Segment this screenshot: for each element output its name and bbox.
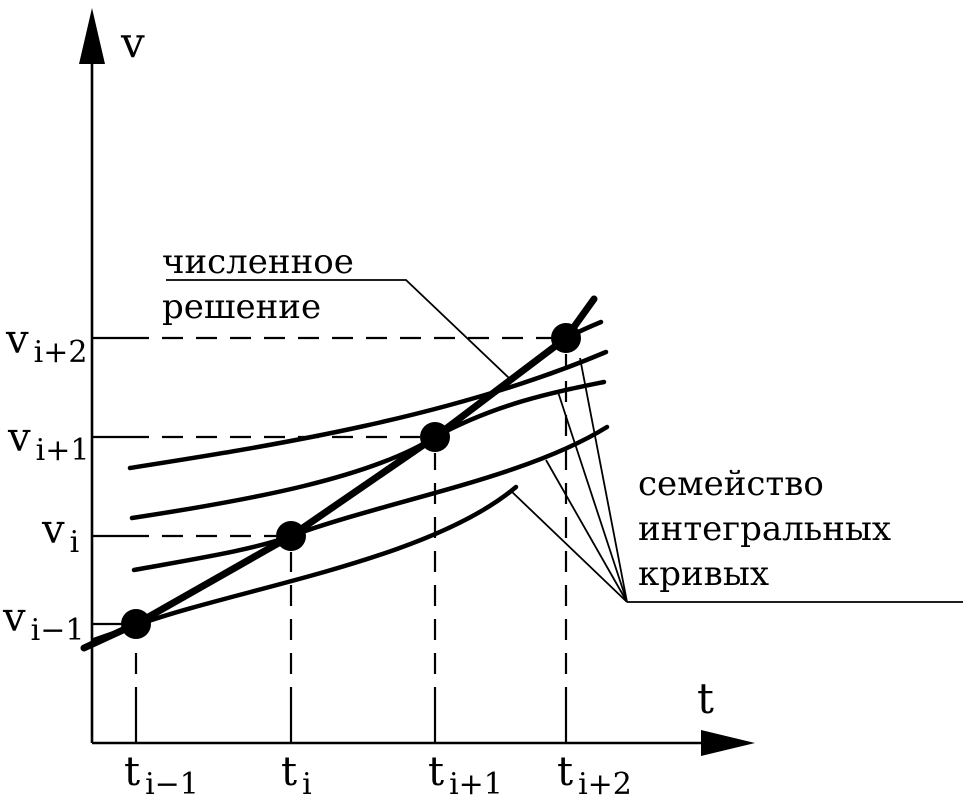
y-tick-sub: i−1 — [30, 613, 85, 648]
numerical-solution-line — [80, 295, 598, 652]
data-point-ti2 — [551, 323, 581, 353]
numerical-solution-callout-line1: численное — [162, 242, 354, 282]
family-leader-4 — [509, 489, 628, 603]
y-tick-label-vi+1: v i+1 — [8, 415, 89, 466]
data-point-ti — [276, 521, 306, 551]
solution-points — [121, 323, 581, 639]
integral-family-leader-lines — [509, 357, 963, 603]
x-tick-base: t — [428, 749, 445, 795]
integral-curve-1 — [127, 349, 609, 471]
integral-curves — [91, 319, 610, 643]
y-tick-base: v — [8, 415, 31, 461]
x-tick-label-ti+2: t i+2 — [557, 749, 632, 800]
y-tick-label-vi-1: v i−1 — [3, 595, 84, 646]
y-tick-base: v — [6, 317, 29, 363]
x-tick-base: t — [557, 749, 574, 795]
integral-family-callout-line3: кривых — [638, 554, 770, 594]
x-tick-label-ti+1: t i+1 — [428, 749, 503, 800]
x-tick-sub: i−1 — [145, 767, 199, 802]
integral-family-callout-line2: интегральных — [638, 509, 892, 549]
axes — [79, 8, 755, 756]
y-tick-label-vi+2: v i+2 — [6, 317, 87, 368]
y-tick-base: v — [42, 507, 65, 553]
x-tick-sub: i+2 — [578, 767, 632, 802]
y-tick-sub: i+2 — [33, 335, 88, 370]
y-tick-sub: i+1 — [35, 433, 90, 468]
family-leader-1 — [579, 357, 628, 603]
numerical-solution-callout-line2: решение — [162, 287, 322, 327]
t-axis-arrow-icon — [701, 730, 755, 756]
x-tick-sub: i — [302, 767, 312, 802]
integral-curve-2 — [129, 379, 607, 521]
y-tick-sub: i — [69, 525, 80, 560]
family-leader-2 — [557, 391, 628, 603]
integral-family-callout: семейство интегральных кривых — [638, 462, 891, 597]
axis-ticks — [92, 336, 568, 743]
data-point-ti1 — [420, 422, 450, 452]
y-axis-label: v — [121, 18, 145, 67]
x-axis-label: t — [697, 674, 714, 723]
x-tick-base: t — [281, 749, 298, 795]
integral-curve-4 — [91, 484, 519, 643]
numerical-solution-callout: численное решение — [162, 240, 354, 330]
integral-curve-3 — [131, 424, 610, 573]
x-tick-base: t — [124, 749, 141, 795]
vertical-guide-lines — [134, 354, 568, 708]
family-leader-3 — [545, 459, 628, 603]
v-axis-arrow-icon — [79, 8, 105, 64]
integral-family-callout-line1: семейство — [638, 464, 824, 504]
horizontal-guide-lines — [128, 336, 552, 538]
data-point-ti-1 — [121, 609, 151, 639]
x-tick-label-ti-1: t i−1 — [124, 749, 199, 800]
numerical-solution-leader-line — [166, 279, 511, 380]
x-tick-sub: i+1 — [449, 767, 503, 802]
y-tick-base: v — [3, 595, 26, 641]
